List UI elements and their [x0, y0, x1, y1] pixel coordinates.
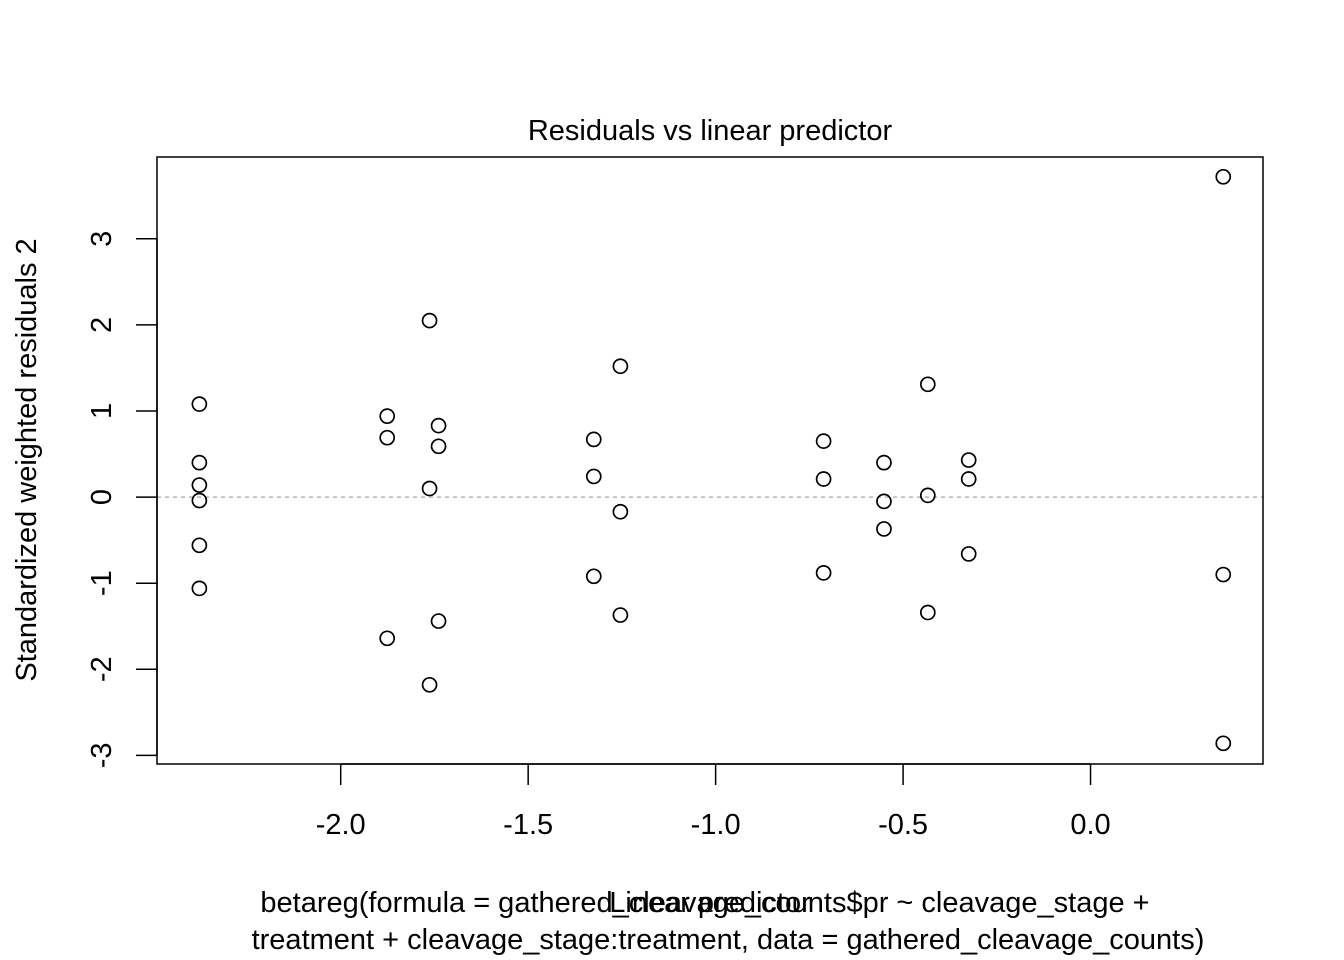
x-tick-label: -2.0: [316, 809, 366, 841]
data-point: [919, 604, 936, 621]
x-tick-label: -1.5: [503, 809, 553, 841]
data-point: [379, 408, 396, 425]
data-point: [379, 429, 396, 446]
model-caption-line-1: betareg(formula = gathered_cleavage_coun…: [260, 887, 1149, 919]
data-point: [430, 438, 447, 455]
data-point: [585, 568, 602, 585]
data-point: [815, 471, 832, 487]
x-tick-label: -0.5: [878, 809, 928, 841]
data-point: [421, 312, 438, 329]
data-point: [960, 471, 977, 487]
data-point: [919, 376, 936, 393]
data-point: [960, 452, 977, 468]
y-tick-label: -1: [86, 570, 118, 596]
data-point: [191, 396, 208, 412]
data-points: [191, 168, 1232, 752]
data-point: [1215, 735, 1232, 752]
y-tick-label: 1: [86, 403, 118, 419]
chart-title: Residuals vs linear predictor: [528, 115, 893, 147]
data-point: [876, 521, 892, 537]
model-caption-line-2: treatment + cleavage_stage:treatment, da…: [252, 924, 1205, 956]
data-point: [421, 480, 438, 497]
y-tick-label: -3: [86, 742, 118, 768]
data-point: [919, 487, 936, 504]
x-tick-label: -1.0: [691, 809, 741, 841]
data-point: [191, 454, 208, 471]
y-tick-label: 2: [86, 317, 118, 333]
data-point: [815, 433, 832, 449]
data-point: [815, 565, 832, 581]
data-point: [1215, 168, 1232, 185]
data-point: [191, 580, 208, 597]
data-point: [612, 503, 629, 520]
data-point: [1215, 566, 1232, 583]
data-point: [612, 607, 629, 623]
data-point: [191, 492, 208, 509]
y-axis: -3 -2 -1 0 1 2 3: [86, 231, 158, 768]
data-point: [191, 477, 208, 493]
data-point: [379, 630, 396, 647]
data-point: [585, 468, 602, 485]
data-point: [430, 417, 447, 434]
data-point: [585, 431, 602, 448]
data-point: [430, 613, 447, 629]
data-point: [876, 454, 892, 471]
y-axis-label: Standardized weighted residuals 2: [11, 238, 43, 681]
y-tick-label: 3: [86, 231, 118, 247]
data-point: [960, 546, 977, 562]
data-point: [612, 358, 629, 375]
data-point: [876, 493, 892, 510]
x-axis: -2.0 -1.5 -1.0 -0.5 0.0: [316, 763, 1111, 841]
data-point: [421, 676, 438, 693]
y-tick-label: -2: [86, 656, 118, 682]
data-point: [191, 537, 208, 554]
x-axis-label: Linear predictor: [609, 887, 811, 919]
x-tick-label: 0.0: [1070, 809, 1110, 841]
y-tick-label: 0: [86, 489, 118, 505]
